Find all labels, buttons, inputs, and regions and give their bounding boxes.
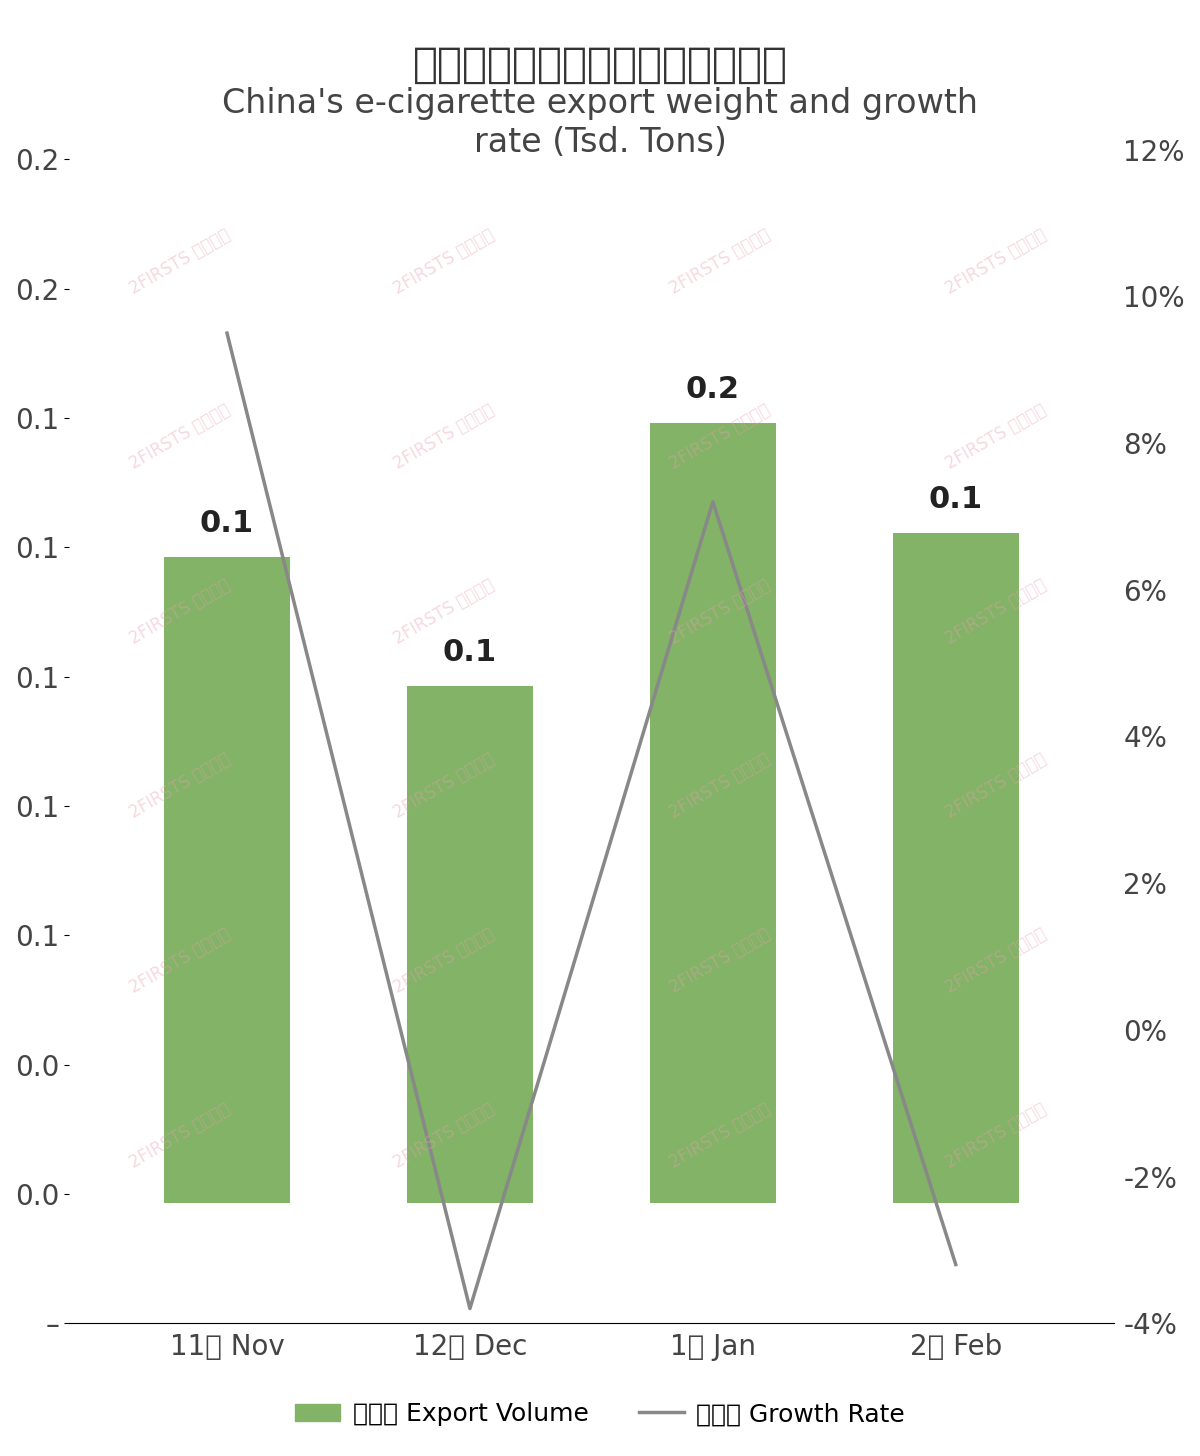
Text: 2FIRSTS 两个至上: 2FIRSTS 两个至上 — [126, 226, 234, 298]
Text: 2FIRSTS 两个至上: 2FIRSTS 两个至上 — [942, 750, 1050, 823]
Text: 中国电子烟出口量及增速（千吨）: 中国电子烟出口量及增速（千吨） — [413, 44, 787, 86]
Text: 0.1: 0.1 — [929, 485, 983, 514]
Text: 0.1: 0.1 — [443, 638, 497, 667]
Bar — [164, 556, 290, 1204]
Text: 2FIRSTS 两个至上: 2FIRSTS 两个至上 — [390, 750, 498, 823]
Text: 2FIRSTS 两个至上: 2FIRSTS 两个至上 — [126, 1099, 234, 1172]
Legend: 出口量 Export Volume, 增长率 Growth Rate: 出口量 Export Volume, 增长率 Growth Rate — [286, 1392, 914, 1436]
Text: 2FIRSTS 两个至上: 2FIRSTS 两个至上 — [666, 575, 774, 648]
Text: 2FIRSTS 两个至上: 2FIRSTS 两个至上 — [942, 1099, 1050, 1172]
Text: 0.2: 0.2 — [686, 374, 740, 403]
Bar — [893, 533, 1019, 1204]
Text: 2FIRSTS 两个至上: 2FIRSTS 两个至上 — [942, 575, 1050, 648]
Text: 2FIRSTS 两个至上: 2FIRSTS 两个至上 — [666, 400, 774, 473]
Text: 2FIRSTS 两个至上: 2FIRSTS 两个至上 — [666, 925, 774, 997]
Text: 2FIRSTS 两个至上: 2FIRSTS 两个至上 — [666, 226, 774, 298]
Text: 2FIRSTS 两个至上: 2FIRSTS 两个至上 — [942, 400, 1050, 473]
Text: 2FIRSTS 两个至上: 2FIRSTS 两个至上 — [942, 226, 1050, 298]
Text: China's e-cigarette export weight and growth
rate (Tsd. Tons): China's e-cigarette export weight and gr… — [222, 87, 978, 159]
Text: 2FIRSTS 两个至上: 2FIRSTS 两个至上 — [942, 925, 1050, 997]
Text: 2FIRSTS 两个至上: 2FIRSTS 两个至上 — [666, 1099, 774, 1172]
Text: 2FIRSTS 两个至上: 2FIRSTS 两个至上 — [666, 750, 774, 823]
Text: 2FIRSTS 两个至上: 2FIRSTS 两个至上 — [126, 750, 234, 823]
Text: 0.1: 0.1 — [200, 508, 254, 537]
Text: 2FIRSTS 两个至上: 2FIRSTS 两个至上 — [390, 226, 498, 298]
Text: 2FIRSTS 两个至上: 2FIRSTS 两个至上 — [390, 925, 498, 997]
Text: 2FIRSTS 两个至上: 2FIRSTS 两个至上 — [126, 575, 234, 648]
Text: 2FIRSTS 两个至上: 2FIRSTS 两个至上 — [390, 1099, 498, 1172]
Text: 2FIRSTS 两个至上: 2FIRSTS 两个至上 — [126, 925, 234, 997]
Text: 2FIRSTS 两个至上: 2FIRSTS 两个至上 — [126, 400, 234, 473]
Bar — [407, 686, 533, 1204]
Bar — [649, 422, 776, 1204]
Text: 2FIRSTS 两个至上: 2FIRSTS 两个至上 — [390, 400, 498, 473]
Text: 2FIRSTS 两个至上: 2FIRSTS 两个至上 — [390, 575, 498, 648]
